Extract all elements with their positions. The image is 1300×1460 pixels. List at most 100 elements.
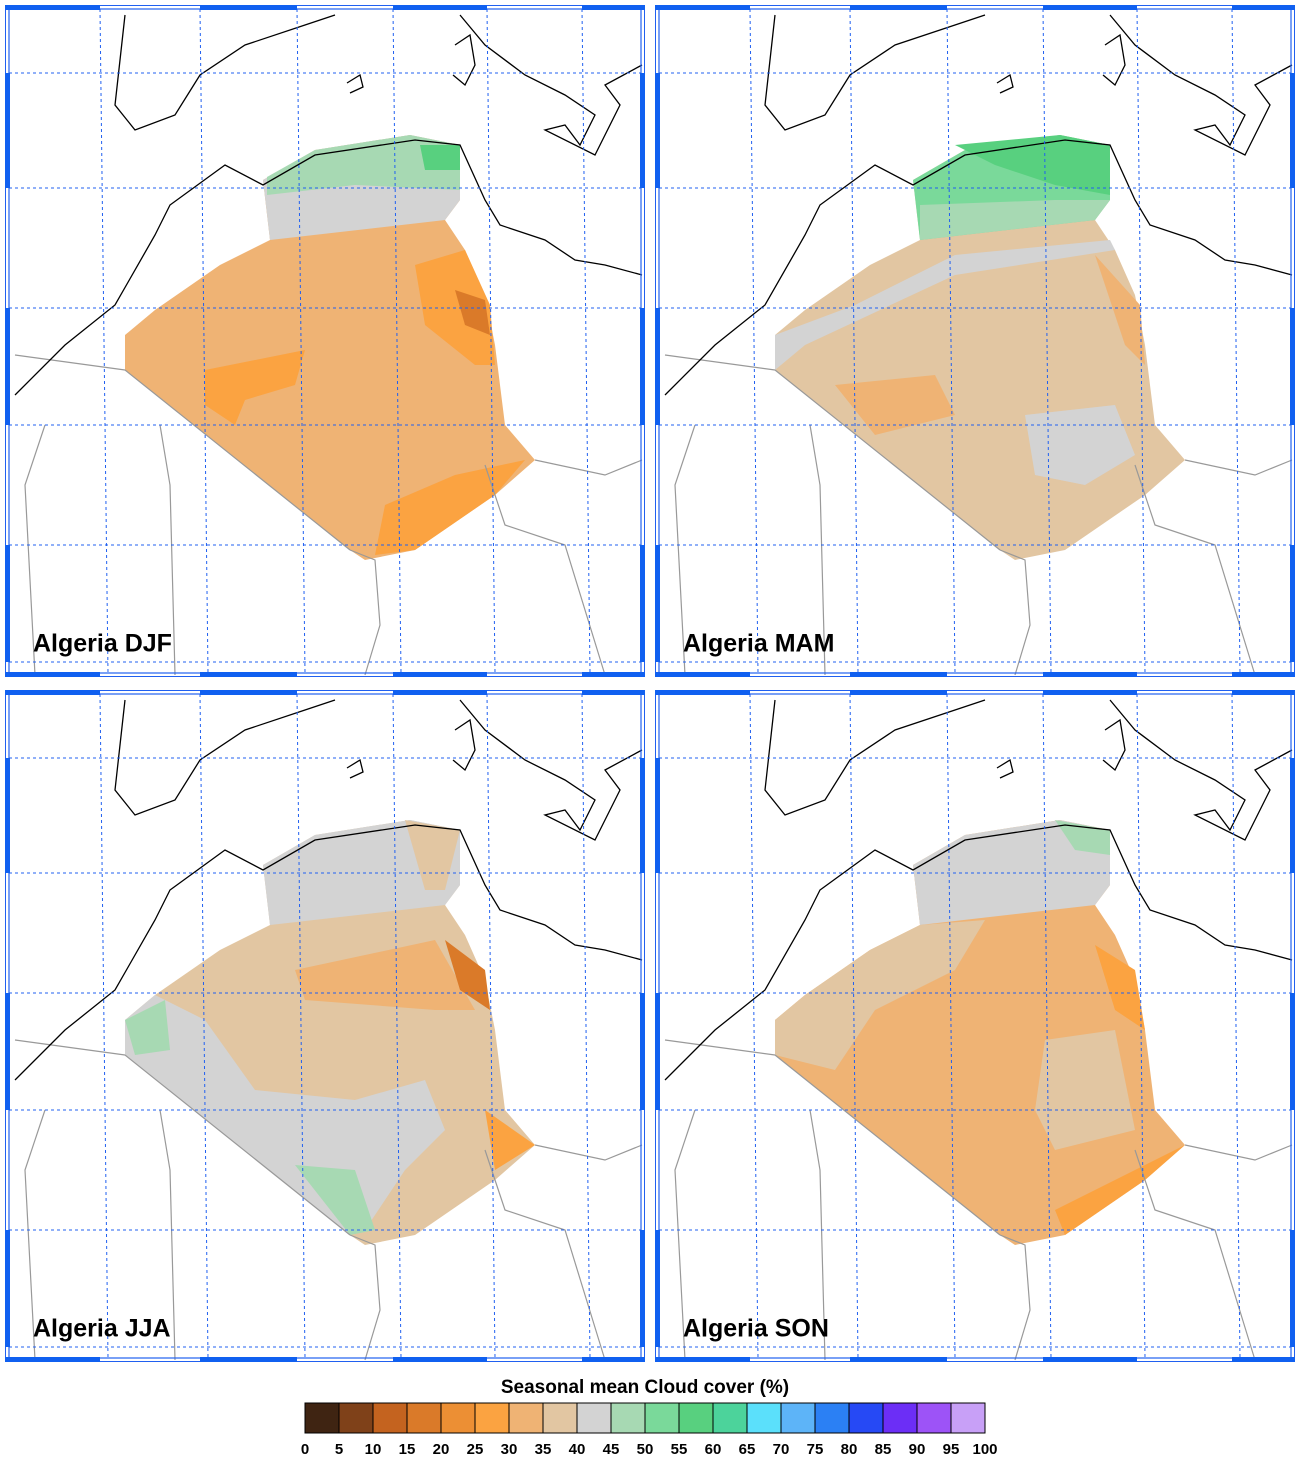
frame-tick bbox=[5, 545, 10, 662]
frame-tick bbox=[850, 5, 947, 10]
frame-tick bbox=[1043, 690, 1137, 695]
graticule bbox=[749, 693, 759, 1359]
graticule bbox=[849, 693, 859, 1359]
colorbar-segment bbox=[406, 1402, 442, 1434]
frame-tick bbox=[640, 758, 645, 873]
colorbar-segment bbox=[440, 1402, 476, 1434]
graticule bbox=[296, 693, 306, 1359]
graticule bbox=[99, 693, 109, 1359]
frame-tick bbox=[5, 690, 100, 695]
border-line bbox=[1184, 459, 1293, 476]
border-line bbox=[159, 1109, 176, 1361]
frame-tick bbox=[5, 5, 100, 10]
border-line bbox=[664, 1039, 776, 1056]
colorbar-segment bbox=[338, 1402, 374, 1434]
colorbar-segment bbox=[678, 1402, 714, 1434]
frame-tick bbox=[393, 690, 487, 695]
cloud-cover-region bbox=[205, 350, 305, 425]
colorbar-label: 20 bbox=[433, 1441, 450, 1458]
colorbar-label: 95 bbox=[943, 1441, 960, 1458]
border-line bbox=[14, 354, 126, 371]
colorbar-segment bbox=[848, 1402, 884, 1434]
border-line bbox=[24, 1109, 46, 1361]
panel-title: Algeria SON bbox=[683, 1315, 829, 1343]
cloud-cover-region bbox=[125, 1000, 170, 1055]
colorbar-segment bbox=[542, 1402, 578, 1434]
border-line bbox=[534, 459, 643, 476]
cloud-cover-region bbox=[1025, 405, 1135, 485]
coastline bbox=[764, 699, 986, 816]
frame-tick bbox=[5, 1357, 100, 1362]
cloud-cover-region bbox=[267, 135, 460, 195]
colorbar-segment bbox=[950, 1402, 986, 1434]
frame-tick bbox=[582, 672, 645, 677]
colorbar-label: 25 bbox=[467, 1441, 484, 1458]
colorbar-label: 90 bbox=[909, 1441, 926, 1458]
colorbar-segment bbox=[372, 1402, 408, 1434]
frame-tick bbox=[1290, 73, 1295, 188]
frame-tick bbox=[655, 5, 750, 10]
frame-tick bbox=[5, 758, 10, 873]
frame-tick bbox=[640, 545, 645, 662]
colorbar-title: Seasonal mean Cloud cover (%) bbox=[501, 1377, 789, 1398]
border-line bbox=[14, 1039, 126, 1056]
border-line bbox=[1134, 1149, 1256, 1361]
frame-tick bbox=[1043, 672, 1137, 677]
frame-tick bbox=[655, 1357, 750, 1362]
coastline bbox=[459, 14, 643, 156]
frame-tick bbox=[850, 1357, 947, 1362]
frame-tick bbox=[1290, 545, 1295, 662]
border-line bbox=[774, 369, 1001, 551]
border-line bbox=[484, 1149, 606, 1361]
colorbar-label: 70 bbox=[773, 1441, 790, 1458]
graticule bbox=[581, 693, 591, 1359]
panel-title: Algeria DJF bbox=[33, 630, 172, 658]
cloud-cover-region bbox=[455, 290, 490, 335]
graticule bbox=[1136, 8, 1146, 674]
colorbar-label: 80 bbox=[841, 1441, 858, 1458]
cloud-cover-region bbox=[1035, 1030, 1135, 1150]
frame-tick bbox=[655, 73, 660, 188]
cloud-cover-region bbox=[125, 995, 445, 1235]
frame-tick bbox=[850, 690, 947, 695]
coastline bbox=[1102, 33, 1126, 87]
graticule bbox=[749, 8, 759, 674]
coastline bbox=[452, 33, 476, 87]
frame-tick bbox=[1290, 1230, 1295, 1347]
coastline bbox=[1109, 699, 1293, 841]
frame-tick bbox=[5, 73, 10, 188]
border-line bbox=[484, 464, 606, 676]
colorbar-segment bbox=[576, 1402, 612, 1434]
frame-tick bbox=[393, 672, 487, 677]
colorbar-label: 35 bbox=[535, 1441, 552, 1458]
border-line bbox=[349, 1234, 381, 1361]
frame-tick bbox=[5, 308, 10, 425]
coastline bbox=[1109, 14, 1293, 156]
border-line bbox=[1134, 464, 1256, 676]
coastline bbox=[14, 139, 643, 396]
coastline bbox=[664, 824, 1293, 1081]
frame-tick bbox=[1290, 993, 1295, 1110]
frame-tick bbox=[640, 308, 645, 425]
graticule bbox=[1231, 693, 1241, 1359]
border-line bbox=[674, 424, 696, 676]
frame-tick bbox=[5, 672, 100, 677]
frame-tick bbox=[655, 545, 660, 662]
frame-tick bbox=[1232, 1357, 1295, 1362]
colorbar-segment bbox=[712, 1402, 748, 1434]
colorbar-label: 10 bbox=[365, 1441, 382, 1458]
colorbar-label: 0 bbox=[301, 1441, 309, 1458]
frame-tick bbox=[393, 1357, 487, 1362]
border-line bbox=[674, 1109, 696, 1361]
colorbar-segment bbox=[610, 1402, 646, 1434]
frame-tick bbox=[1043, 5, 1137, 10]
cloud-cover-region bbox=[955, 135, 1110, 195]
frame-tick bbox=[200, 690, 297, 695]
cloud-cover-region bbox=[405, 820, 460, 890]
border-line bbox=[24, 424, 46, 676]
frame-tick bbox=[582, 1357, 645, 1362]
cloud-cover-region bbox=[920, 200, 1110, 240]
frame-tick bbox=[1290, 758, 1295, 873]
coastline bbox=[459, 699, 643, 841]
cloud-cover-region bbox=[1095, 255, 1145, 365]
